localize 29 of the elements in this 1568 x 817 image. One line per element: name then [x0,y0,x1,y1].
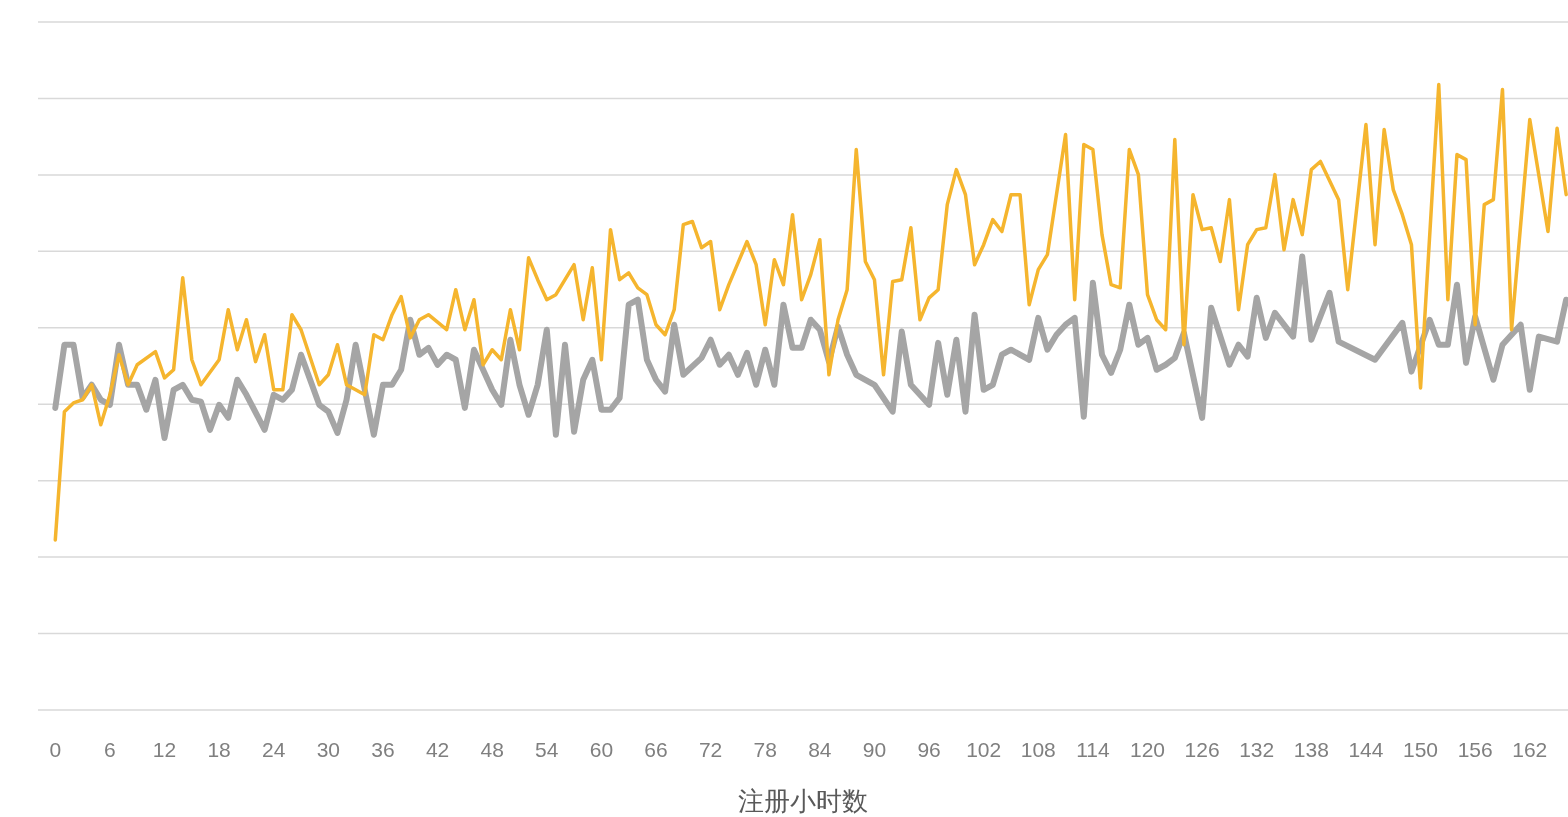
x-tick-label: 126 [1184,738,1220,761]
x-tick-label: 72 [698,738,723,761]
x-tick-label: 60 [589,738,614,761]
x-tick-label: 138 [1293,738,1329,761]
x-tick-label: 6 [104,738,116,761]
x-tick-label: 54 [535,738,559,761]
x-tick-label: 12 [152,738,177,761]
x-tick-label: 114 [1076,738,1110,761]
x-tick-label: 156 [1457,738,1493,761]
x-axis-title: 注册小时数 [738,786,868,816]
x-tick-label: 90 [862,738,887,761]
x-tick-label: 24 [262,738,286,761]
x-tick-label: 150 [1403,738,1439,761]
x-tick-label: 18 [207,738,231,761]
x-tick-label: 102 [966,738,1002,761]
x-tick-label: 162 [1512,738,1548,761]
x-tick-label: 0 [49,738,62,761]
x-tick-label: 78 [753,738,777,761]
x-tick-label: 30 [316,738,341,761]
x-tick-label: 132 [1239,738,1275,761]
x-tick-label: 48 [480,738,504,761]
x-tick-label: 108 [1020,738,1056,761]
x-tick-label: 96 [917,738,941,761]
x-tick-label: 144 [1348,738,1384,761]
x-tick-label: 66 [644,738,668,761]
x-tick-label: 42 [425,738,450,761]
x-tick-label: 36 [371,738,395,761]
x-tick-label: 84 [808,738,832,761]
x-tick-label: 120 [1129,738,1166,761]
